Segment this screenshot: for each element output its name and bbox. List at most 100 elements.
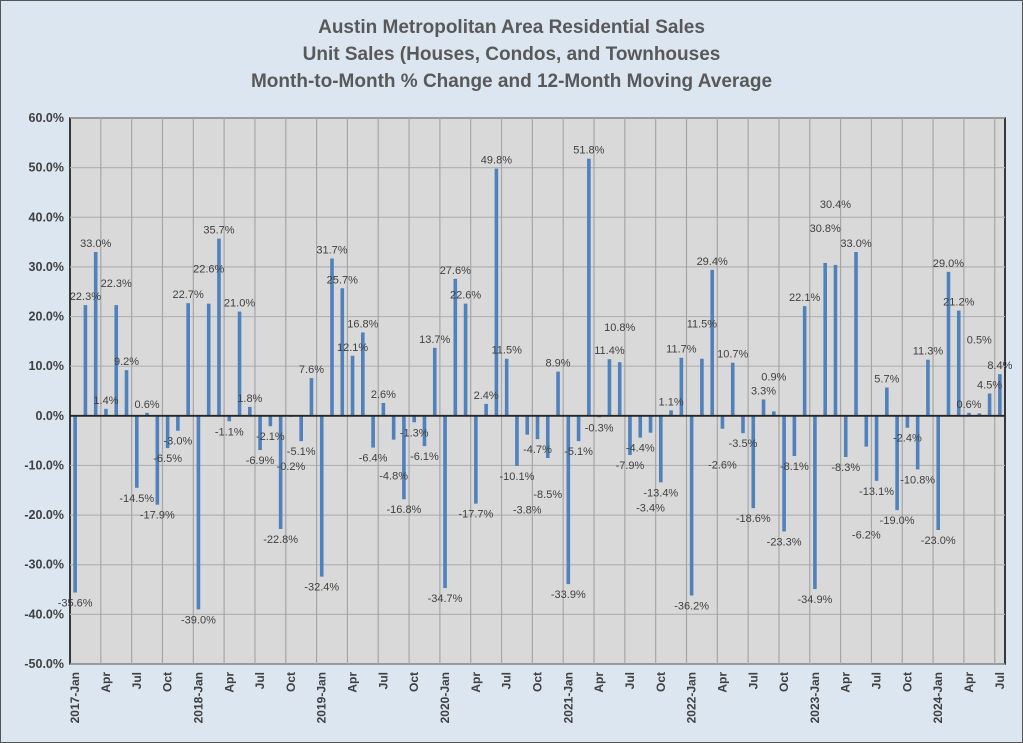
x-tick-label: Jul <box>870 672 884 689</box>
x-tick-label: 2018-Jan <box>191 672 205 723</box>
data-label: -33.9% <box>551 589 586 601</box>
data-label: -10.1% <box>500 471 535 483</box>
x-tick-label: Apr <box>839 672 853 693</box>
x-tick-label: 2023-Jan <box>808 672 822 723</box>
bar <box>402 415 406 500</box>
data-label: 2.6% <box>371 389 396 401</box>
x-tick-label: Jul <box>130 672 144 689</box>
bar <box>874 415 879 481</box>
bar <box>83 305 88 416</box>
bar <box>905 415 910 428</box>
data-label: -8.1% <box>780 461 809 473</box>
data-label: 5.7% <box>874 374 899 386</box>
data-label: -23.3% <box>767 536 802 548</box>
data-label: 33.0% <box>840 238 871 250</box>
x-tick-label: 2019-Jan <box>315 672 329 723</box>
data-label: -6.5% <box>153 453 182 465</box>
data-label: -2.6% <box>708 460 737 472</box>
x-tick-label: 2022-Jan <box>685 672 699 723</box>
bar <box>730 362 735 416</box>
bar <box>946 271 951 416</box>
x-tick-label: Jul <box>500 672 514 689</box>
data-label: 0.5% <box>967 334 992 346</box>
data-label: 7.6% <box>299 364 324 376</box>
data-label: -5.1% <box>287 446 316 458</box>
data-label: -18.6% <box>736 513 771 525</box>
x-axis-ticks: 2017-Jan Apr Jul Oct 2018-Jan Apr Jul Oct 2019-J… <box>68 672 1007 724</box>
data-label: 25.7% <box>327 274 358 286</box>
bar <box>761 399 766 416</box>
data-labels: -35.6% 22.3% 33.0% 1.4% 22.3% 9.2% -14.5% 0.6% -… <box>58 145 1013 627</box>
bar <box>381 402 386 416</box>
x-tick-label: Apr <box>222 672 236 693</box>
bar <box>237 311 242 416</box>
data-label: -2.4% <box>893 433 922 445</box>
data-label: 11.4% <box>594 345 625 357</box>
bar <box>854 252 858 416</box>
bar <box>134 415 139 488</box>
x-tick-label: Apr <box>715 672 729 693</box>
bar <box>936 415 941 530</box>
bar <box>535 415 540 440</box>
x-tick-label: Jul <box>623 672 637 689</box>
bar <box>114 305 119 416</box>
y-tick-label: -30.0% <box>24 558 64 572</box>
data-label: 16.8% <box>347 318 378 330</box>
bar <box>751 415 756 509</box>
data-label: 22.6% <box>193 264 224 276</box>
chart-title-line-2: Unit Sales (Houses, Condos, and Townhous… <box>302 44 721 65</box>
y-tick-label: -50.0% <box>24 657 64 671</box>
data-label: -6.9% <box>246 455 275 467</box>
data-label: 0.6% <box>956 399 981 411</box>
bar <box>330 258 334 416</box>
bar <box>638 415 643 438</box>
x-tick-label: Jul <box>376 672 390 689</box>
bar <box>278 415 283 529</box>
data-label: 10.8% <box>604 322 635 334</box>
bar <box>792 415 797 457</box>
data-label: -1.3% <box>400 427 429 439</box>
data-label: 8.9% <box>546 358 571 370</box>
data-label: 1.8% <box>237 393 262 405</box>
data-label: -22.8% <box>263 534 298 546</box>
bar <box>967 412 971 416</box>
bars <box>73 158 1002 610</box>
bar <box>186 303 190 416</box>
x-tick-label: Jul <box>746 672 760 689</box>
bar <box>319 415 324 577</box>
data-label: 49.8% <box>481 155 512 167</box>
data-label: 29.0% <box>933 258 964 270</box>
x-tick-label: Apr <box>469 672 483 693</box>
bar <box>895 415 899 511</box>
bar <box>566 415 571 585</box>
data-label: -39.0% <box>181 614 216 626</box>
y-tick-label: 30.0% <box>29 260 64 274</box>
bar <box>689 415 694 596</box>
bar <box>956 310 961 416</box>
data-label: 51.8% <box>573 145 604 157</box>
data-label: -8.3% <box>831 462 860 474</box>
data-label: 0.6% <box>135 399 160 411</box>
bar <box>607 359 612 416</box>
data-label: -4.7% <box>523 444 552 456</box>
bar <box>813 415 817 590</box>
data-label: 22.6% <box>450 290 481 302</box>
bar <box>155 415 160 505</box>
bar <box>710 269 714 416</box>
bar <box>494 168 499 416</box>
bar <box>340 288 345 416</box>
bar <box>73 415 77 593</box>
bar <box>463 303 468 416</box>
bar <box>248 406 252 416</box>
bar <box>545 415 550 459</box>
data-label: 11.3% <box>913 346 944 358</box>
data-label: -0.2% <box>277 461 306 473</box>
bar <box>227 415 232 422</box>
data-label: 11.7% <box>666 344 697 356</box>
data-label: -3.0% <box>164 436 193 448</box>
data-label: 27.6% <box>440 265 471 277</box>
data-label: 8.4% <box>987 360 1012 372</box>
bar <box>700 358 704 416</box>
bar <box>772 411 776 416</box>
bar <box>669 410 673 416</box>
